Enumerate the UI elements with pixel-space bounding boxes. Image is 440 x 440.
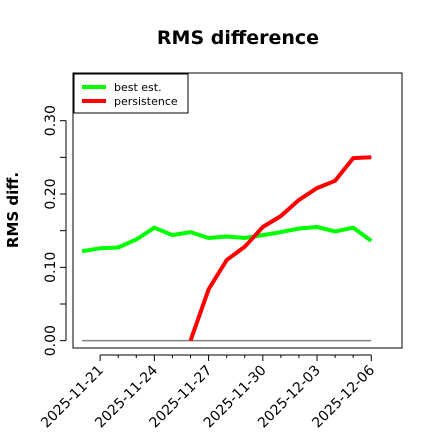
- y-axis: 0.00 0.10 0.20 0.30: [43, 105, 67, 356]
- legend-label-persistence: persistence: [114, 95, 178, 108]
- x-axis: 2025-11-212025-11-242025-11-272025-11-30…: [38, 354, 378, 431]
- chart-title: RMS difference: [157, 27, 319, 49]
- y-tick-label: 0.00: [43, 325, 59, 356]
- plot-area: [81, 155, 373, 342]
- legend: best est. persistence: [73, 73, 189, 114]
- legend-label-best-est: best est.: [114, 81, 162, 94]
- y-tick-label: 0.10: [43, 252, 59, 283]
- series-line-persistence: [188, 155, 372, 342]
- legend-box: [73, 73, 189, 114]
- y-tick-label: 0.30: [43, 105, 59, 136]
- y-tick-label: 0.20: [43, 178, 59, 209]
- series-line-best-est: [81, 225, 373, 254]
- y-axis-label: RMS diff.: [4, 172, 22, 248]
- plot-frame: [72, 72, 403, 349]
